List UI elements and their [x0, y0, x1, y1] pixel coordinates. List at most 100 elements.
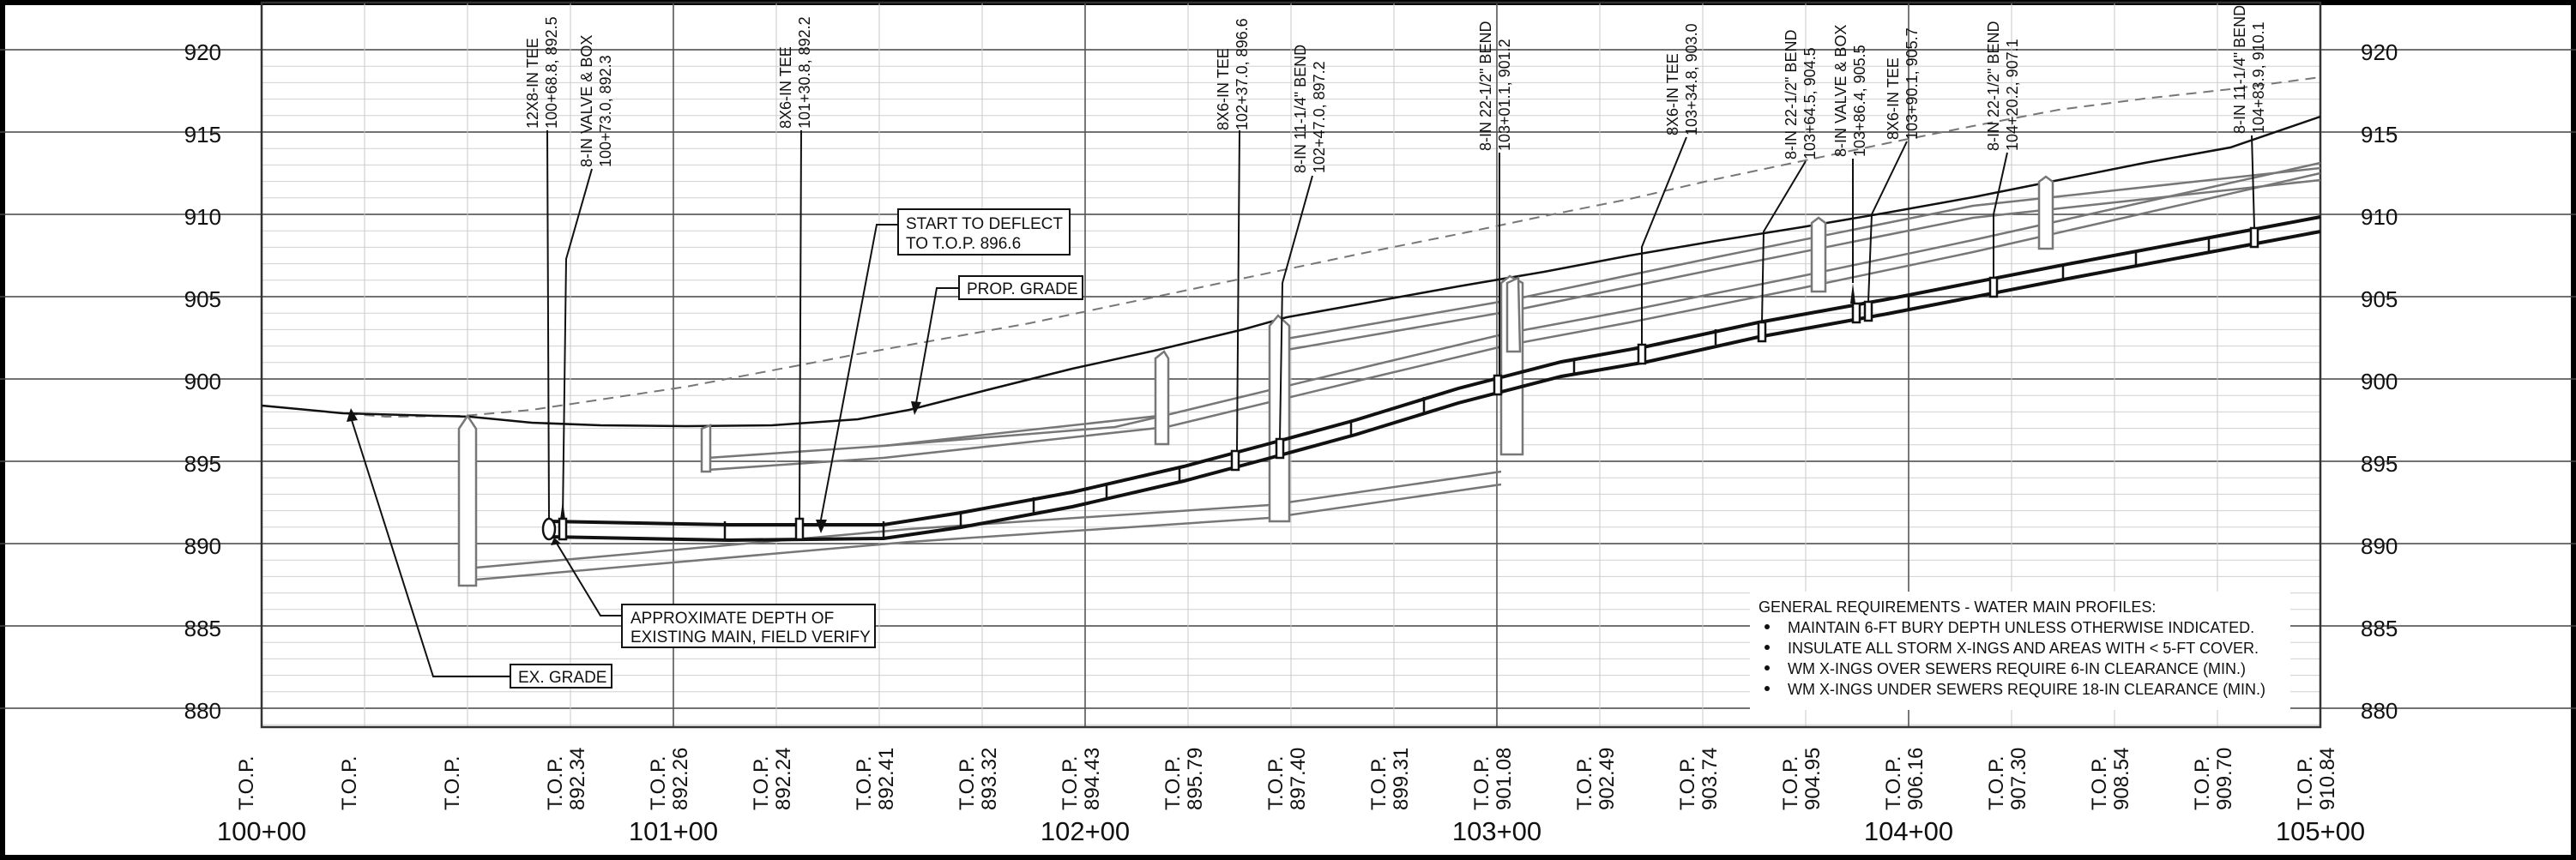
top-of-pipe-label: T.O.P. [441, 755, 464, 810]
top-of-pipe-abbrev: T.O.P. [1161, 755, 1185, 810]
station-label: 102+00 [1041, 816, 1130, 846]
elev-label: 910 [184, 204, 221, 230]
elevation-labels-left: 920 915 910 905 900 895 890 885 880 [184, 39, 221, 724]
elev-label: 890 [184, 533, 221, 559]
fitting-name: 8-IN 22-1/2" BEND [1477, 21, 1494, 151]
manhole-structure [2037, 175, 2054, 250]
top-of-pipe-label: T.O.P. [338, 755, 361, 810]
callout-approx-depth: APPROXIMATE DEPTH OF EXISTING MAIN, FIEL… [551, 538, 876, 648]
joint-ticks [723, 238, 2211, 540]
top-of-pipe-elevation: 894.43 [1081, 748, 1104, 810]
fitting-station-elevation: 102+37.0, 896.6 [1234, 18, 1251, 130]
top-of-pipe-abbrev: T.O.P. [1676, 755, 1699, 810]
general-requirement-item: WM X-INGS UNDER SEWERS REQUIRE 18-IN CLE… [1788, 681, 2265, 698]
top-of-pipe-abbrev: T.O.P. [1573, 755, 1596, 810]
top-of-pipe-abbrev: T.O.P. [750, 755, 773, 810]
fitting-station-elevation: 103+64.5, 904.5 [1801, 47, 1819, 159]
deflect-line-2: TO T.O.P. 896.6 [906, 235, 1021, 253]
top-of-pipe-label: T.O.P. 910.84 [2294, 748, 2339, 810]
top-of-pipe-abbrev: T.O.P. [2294, 755, 2317, 810]
top-of-pipe-abbrev: T.O.P. [2191, 755, 2214, 810]
top-of-pipe-label: T.O.P. [235, 755, 258, 810]
top-of-pipe-label: T.O.P. 897.40 [1264, 748, 1310, 810]
top-of-pipe-label: T.O.P. 892.34 [544, 748, 589, 810]
fitting-leaders [546, 129, 2255, 520]
fitting-station-elevation: 103+86.4, 905.5 [1851, 45, 1868, 157]
top-of-pipe-abbrev: T.O.P. [1779, 755, 1802, 810]
ex-grade-label: EX. GRADE [518, 669, 606, 687]
top-of-pipe-elevation: 897.40 [1287, 748, 1310, 810]
fitting-name: 8-IN VALVE & BOX [1832, 25, 1849, 157]
elev-label: 905 [184, 286, 221, 312]
top-of-pipe-elevation: 908.54 [2110, 748, 2133, 810]
top-of-pipe-label: T.O.P. 893.32 [956, 748, 1001, 810]
top-of-pipe-elevation: 899.31 [1390, 748, 1413, 810]
fitting-name: 8X6-IN TEE [1215, 48, 1232, 130]
top-of-pipe-abbrev: T.O.P. [1882, 755, 1905, 810]
top-of-pipe-label: T.O.P. 906.16 [1882, 748, 1927, 810]
top-of-pipe-abbrev: T.O.P. [956, 755, 979, 810]
top-of-pipe-abbrev: T.O.P. [1059, 755, 1082, 810]
top-of-pipe-elevation: 903.74 [1698, 748, 1722, 810]
top-of-pipe-elevation: 906.16 [1904, 748, 1927, 810]
elev-label: 895 [184, 451, 221, 477]
top-of-pipe-elevation: 909.70 [2213, 748, 2236, 810]
elev-label: 895 [2361, 451, 2398, 477]
top-of-pipe-label: T.O.P. 907.30 [1985, 748, 2030, 810]
top-of-pipe-label: T.O.P. 902.49 [1573, 748, 1619, 810]
fitting-name: 8-IN VALVE & BOX [578, 35, 595, 167]
elev-label: 910 [2361, 204, 2398, 230]
top-of-pipe-elevation: 901.08 [1493, 748, 1516, 810]
fitting-name: 8-IN 22-1/2" BEND [1985, 21, 2002, 151]
top-of-pipe-abbrev: T.O.P. [647, 755, 670, 810]
existing-grade-line [261, 76, 2321, 418]
elev-label: 880 [2361, 698, 2398, 724]
top-of-pipe-abbrev: T.O.P. [441, 755, 464, 810]
top-of-pipe-label: T.O.P. 904.95 [1779, 748, 1825, 810]
approx-depth-line-1: APPROXIMATE DEPTH OF [630, 610, 834, 628]
general-requirement-item: INSULATE ALL STORM X-INGS AND AREAS WITH… [1788, 640, 2259, 657]
top-of-pipe-elevation: 893.32 [978, 748, 1001, 810]
top-of-pipe-abbrev: T.O.P. [2088, 755, 2111, 810]
general-requirement-item: WM X-INGS OVER SEWERS REQUIRE 6-IN CLEAR… [1788, 660, 2246, 677]
station-label: 101+00 [629, 816, 718, 846]
elev-label: 885 [184, 616, 221, 641]
top-of-pipe-abbrev: T.O.P. [1367, 755, 1391, 810]
manhole-structure [457, 413, 478, 587]
top-of-pipe-labels: T.O.P. T.O.P. T.O.P. T.O.P. 892.34 T.O.P. 892.… [235, 748, 2339, 810]
fitting-station-elevation: 100+68.8, 892.5 [543, 16, 560, 129]
top-of-pipe-elevation: 892.26 [669, 748, 692, 810]
fitting-name: 8X6-IN TEE [1664, 53, 1681, 135]
manhole-structure [1810, 216, 1827, 293]
elev-label: 915 [184, 122, 221, 147]
fitting-station-elevation: 100+73.0, 892.3 [597, 55, 614, 167]
elev-label: 880 [184, 698, 221, 724]
fitting-labels: 12X8-IN TEE 100+68.8, 892.5 8-IN VALVE & … [524, 5, 2267, 173]
callout-prop-grade: PROP. GRADE [911, 275, 1083, 415]
elev-label: 900 [2361, 369, 2398, 394]
manhole-structure [1505, 276, 1522, 353]
valve-icon [1850, 283, 1855, 304]
main-fittings [541, 226, 2259, 541]
top-of-pipe-abbrev: T.O.P. [338, 755, 361, 810]
top-of-pipe-elevation: 892.34 [566, 748, 589, 810]
fitting-name: 8X6-IN TEE [1885, 57, 1902, 140]
top-of-pipe-elevation: 902.49 [1596, 748, 1619, 810]
callout-ex-grade: EX. GRADE [347, 408, 612, 689]
proposed-grade-line [261, 115, 2321, 428]
fitting-name: 8X6-IN TEE [777, 46, 794, 129]
elev-label: 920 [2361, 39, 2398, 65]
fitting-name: 8-IN 11-1/4" BEND [2231, 5, 2248, 134]
fitting-station-elevation: 104+83.9, 910.1 [2250, 21, 2267, 134]
top-of-pipe-label: T.O.P. 903.74 [1676, 748, 1722, 810]
top-of-pipe-label: T.O.P. 892.26 [647, 748, 692, 810]
elev-label: 905 [2361, 286, 2398, 312]
fitting-station-elevation: 103+34.8, 903.0 [1683, 23, 1700, 135]
top-of-pipe-elevation: 904.95 [1801, 748, 1825, 810]
top-of-pipe-elevation: 910.84 [2316, 748, 2339, 810]
station-labels: 100+00 101+00 102+00 103+00 104+00 105+0… [217, 816, 2365, 846]
elevation-labels-right: 920 915 910 905 900 895 890 885 880 [2361, 39, 2398, 724]
fitting-name: 12X8-IN TEE [524, 38, 541, 129]
fitting-station-elevation: 103+01.1, 901.2 [1496, 39, 1513, 151]
top-of-pipe-elevation: 892.41 [875, 748, 898, 810]
